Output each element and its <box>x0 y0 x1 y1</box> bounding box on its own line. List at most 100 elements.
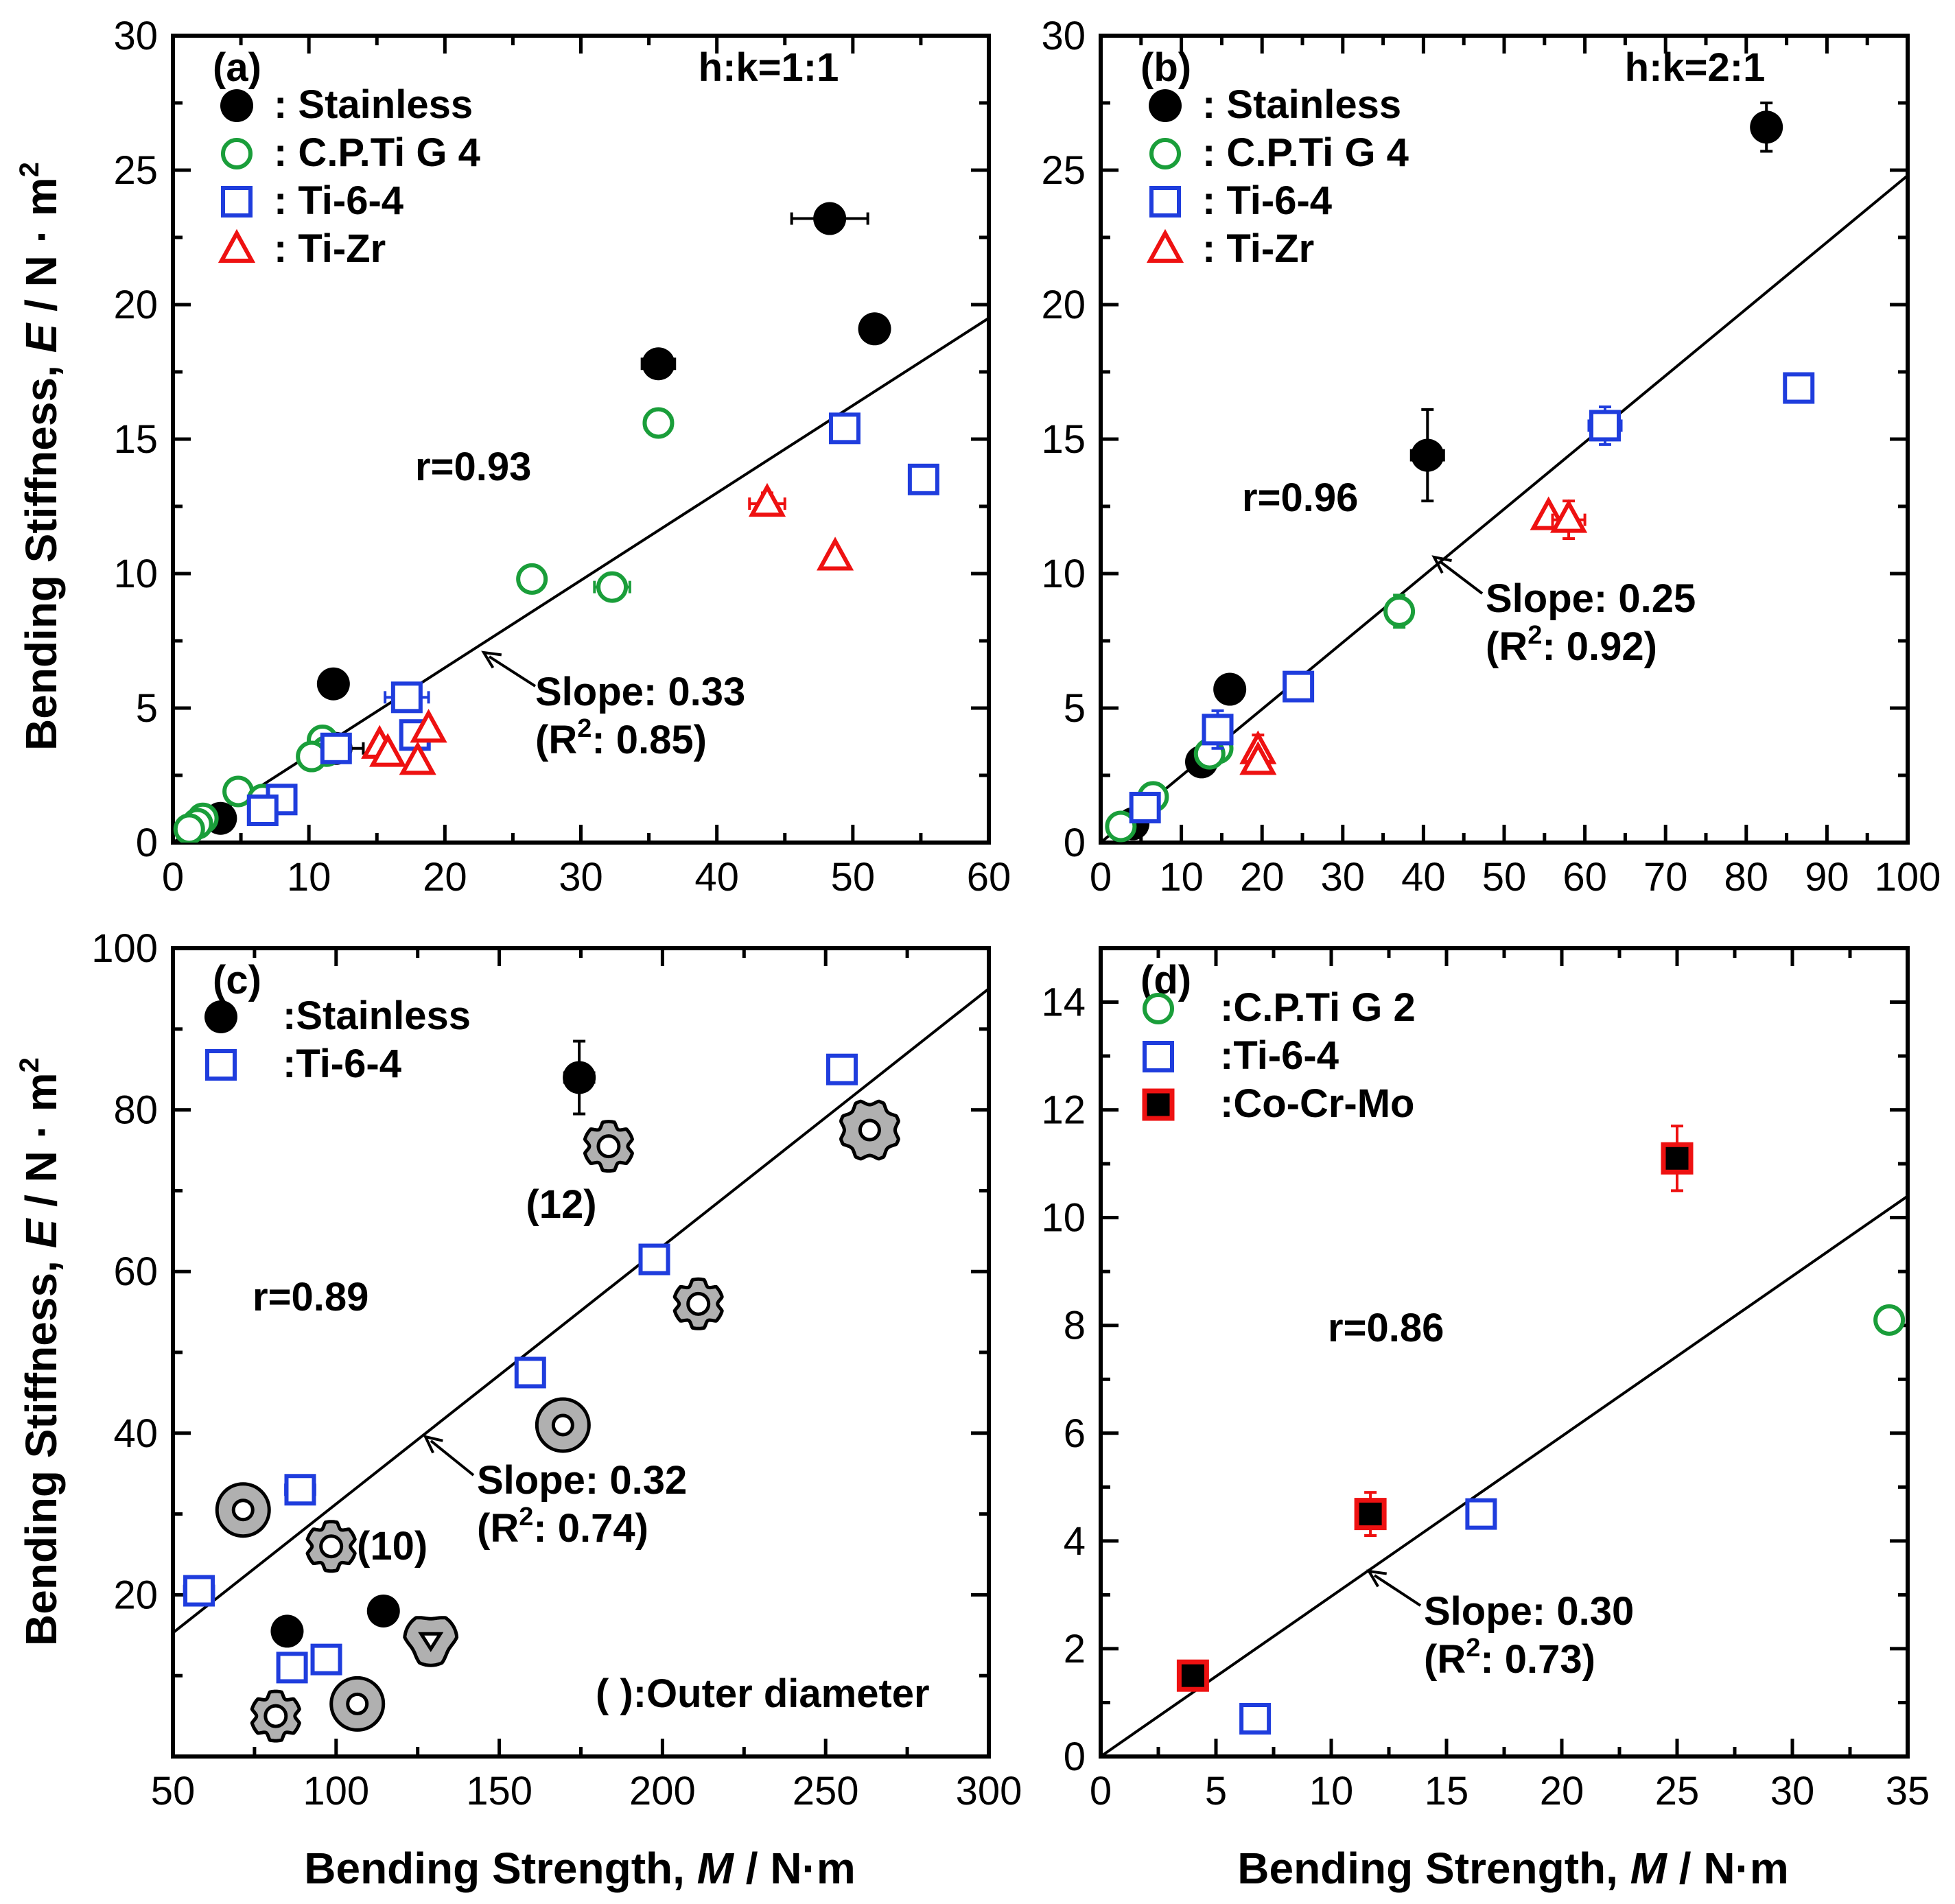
slope-annotation: Slope: 0.32(R2: 0.74) <box>423 1435 687 1551</box>
gear-profile-icon <box>305 1520 357 1573</box>
panel-label: (a) <box>213 45 261 90</box>
gear-bore <box>346 1692 369 1715</box>
ti64-point <box>514 1356 546 1389</box>
gear-bore <box>858 1118 881 1142</box>
gear-bore <box>551 1413 574 1437</box>
slope-label: Slope: 0.30 <box>1424 1589 1634 1634</box>
ti64-point <box>1783 372 1815 404</box>
gear-bore <box>264 1704 288 1728</box>
ti64-point <box>1202 714 1234 746</box>
slope-annotation: Slope: 0.25(R2: 0.92) <box>1431 555 1696 669</box>
stainless-point <box>858 312 891 346</box>
cocrmo-point <box>1354 1498 1387 1531</box>
slope-label: Slope: 0.32 <box>477 1458 687 1503</box>
slope-annotation: Slope: 0.33(R2: 0.85) <box>481 650 745 762</box>
x-tick-label: 60 <box>1562 855 1607 900</box>
y-tick-label: 30 <box>1041 14 1086 58</box>
panel-label: (c) <box>213 958 261 1002</box>
x-tick-label: 5 <box>1205 1769 1227 1813</box>
legend-label: :C.P.Ti G 2 <box>1220 985 1416 1030</box>
arrow-shaft <box>488 655 537 687</box>
ti64-point <box>221 186 253 218</box>
x-tick-label: 40 <box>1401 855 1446 900</box>
panel-c: 50 100 150 200 250 30020406080100(c):Stainles… <box>91 926 1022 1813</box>
gear-bore <box>596 1134 621 1159</box>
r-squared-label: (R2: 0.92) <box>1486 621 1657 669</box>
cocrmo-point <box>1142 1088 1175 1121</box>
legend: : Stainless: C.P.Ti G 4: Ti-6-4: Ti-Zr <box>1146 82 1409 271</box>
legend-label: : C.P.Ti G 4 <box>274 130 480 175</box>
stainless-point <box>1750 110 1783 144</box>
x-tick-label: 70 <box>1643 855 1688 900</box>
y-tick-label: 0 <box>136 821 158 865</box>
data-points <box>173 202 939 843</box>
ti64-point <box>1129 792 1161 824</box>
stainless-point <box>642 347 675 381</box>
legend-label: : Ti-6-4 <box>1202 178 1332 223</box>
y-tick-label: 8 <box>1064 1304 1086 1348</box>
legend-label: :Ti-6-4 <box>1220 1033 1339 1078</box>
cpti-point <box>1143 993 1174 1024</box>
ti64-point <box>246 794 279 826</box>
stainless-point <box>270 1614 304 1648</box>
ti64-point <box>1239 1703 1272 1735</box>
gear-profile-icon <box>839 1099 900 1161</box>
ti64-point <box>310 1643 342 1676</box>
fit-line <box>1101 1195 1908 1756</box>
ticks <box>171 946 991 1759</box>
y-tick-label: 80 <box>113 1088 158 1133</box>
legend-label: : Ti-Zr <box>274 226 386 271</box>
stainless-point <box>1213 672 1247 706</box>
y-tick-label: 10 <box>1041 552 1086 596</box>
tizr-point <box>410 709 447 743</box>
stainless-point <box>563 1061 596 1094</box>
gear-bore <box>231 1498 255 1522</box>
legend-label: : C.P.Ti G 4 <box>1202 130 1409 175</box>
tizr-point <box>1146 228 1184 263</box>
diameter-label-10: (10) <box>357 1524 428 1568</box>
x-tick-label: 90 <box>1805 855 1849 900</box>
arrow-head <box>1366 1569 1388 1588</box>
x-tick-label: 0 <box>162 855 184 900</box>
ticks <box>1099 34 1910 845</box>
correlation-label: r=0.96 <box>1242 475 1358 520</box>
tizr-point <box>399 741 436 775</box>
ti64-point <box>638 1243 670 1276</box>
y-tick-label: 0 <box>1064 821 1086 865</box>
y-tick-label: 20 <box>113 283 158 327</box>
legend: :Stainless:Ti-6-4 <box>204 994 471 1086</box>
x-tick-label: 10 <box>1309 1769 1354 1813</box>
fit-line <box>173 987 989 1634</box>
ti64-point <box>1465 1498 1497 1530</box>
x-tick-label: 40 <box>694 855 739 900</box>
x-tick-label: 30 <box>1770 1769 1815 1813</box>
stainless-point <box>1149 89 1182 122</box>
x-tick-label: 250 <box>793 1769 859 1813</box>
data-points <box>183 1039 900 1743</box>
fit-line <box>1101 174 1908 843</box>
ti64-point <box>320 732 352 764</box>
arrow-head <box>481 650 502 669</box>
panel-b: 0 10 20 30 40 50 60 70 80 90 100 0 5 10 15 20 25 30 (b) h:k… <box>1041 14 1941 900</box>
x-tick-label: 20 <box>423 855 467 900</box>
ti64-point <box>828 412 861 445</box>
x-axis-label-left: Bending Strength, M / N·m <box>304 1844 856 1893</box>
x-tick-label: 100 <box>303 1769 369 1813</box>
cocrmo-point <box>1661 1142 1694 1175</box>
stainless-point <box>1411 438 1444 472</box>
tizr-point <box>218 228 256 263</box>
y-axis-label-top: Bending Stiffness, E / N · m2 <box>14 162 66 751</box>
x-tick-label: 80 <box>1724 855 1769 900</box>
slope-annotation: Slope: 0.30(R2: 0.73) <box>1366 1569 1634 1682</box>
arrow-shaft <box>1373 1574 1422 1607</box>
y-tick-label: 12 <box>1041 1088 1086 1133</box>
y-tick-label: 20 <box>113 1573 158 1617</box>
y-tick-label: 10 <box>1041 1196 1086 1241</box>
gear-profile-icon <box>403 1616 459 1667</box>
y-tick-label: 14 <box>1041 980 1086 1025</box>
y-tick-label: 0 <box>1064 1735 1086 1779</box>
ti64-point <box>1143 1041 1174 1072</box>
x-tick-label: 150 <box>466 1769 532 1813</box>
x-tick-label: 25 <box>1655 1769 1700 1813</box>
fit-line <box>173 316 989 843</box>
